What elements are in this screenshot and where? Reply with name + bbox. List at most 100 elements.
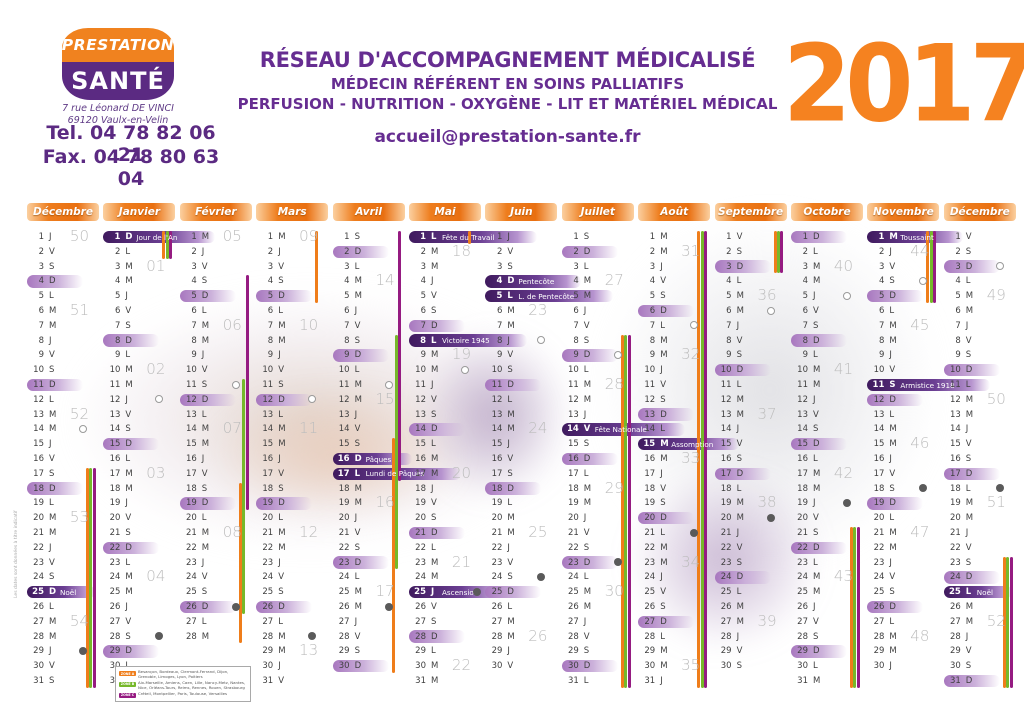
day-letter: D bbox=[354, 246, 362, 257]
week-number: 09 bbox=[299, 227, 319, 245]
day-cell: 21 V bbox=[562, 526, 634, 541]
day-letter: L bbox=[354, 572, 360, 583]
day-letter: V bbox=[278, 261, 285, 272]
day-cell: 17 M 03 bbox=[103, 463, 175, 482]
day-letter: V bbox=[736, 232, 743, 242]
day-number: 1 bbox=[878, 232, 885, 242]
week-number: 03 bbox=[146, 463, 166, 482]
day-cell: 12 D bbox=[256, 393, 328, 408]
day-letter: L bbox=[507, 291, 513, 302]
day-cell: 25 M bbox=[103, 585, 175, 600]
day-number: 22 bbox=[491, 542, 503, 553]
day-letter: L bbox=[201, 409, 207, 420]
day-letter: M bbox=[125, 468, 133, 479]
day-number: 21 bbox=[109, 528, 121, 538]
day-number: 29 bbox=[567, 646, 579, 657]
day-letter: J bbox=[125, 394, 128, 405]
day-cell: 15 M bbox=[256, 437, 328, 452]
day-cell: 11 S bbox=[180, 378, 252, 393]
month-header: Mars bbox=[256, 203, 329, 221]
day-number: 22 bbox=[109, 542, 121, 553]
day-number: 2 bbox=[802, 246, 808, 257]
day-number: 3 bbox=[955, 261, 961, 272]
day-letter: S bbox=[354, 439, 360, 450]
day-number: 21 bbox=[415, 528, 426, 538]
day-cell: 10 M 02 bbox=[103, 362, 175, 378]
day-letter: V bbox=[354, 528, 361, 538]
day-cell: 15 M bbox=[180, 437, 252, 452]
logo-text-prestation: PRESTATION bbox=[62, 28, 174, 62]
day-number: 30 bbox=[567, 661, 579, 672]
day-letter: D bbox=[965, 261, 973, 272]
day-number: 10 bbox=[567, 365, 579, 376]
day-cell: 29 L bbox=[409, 644, 481, 659]
day-cell: 3 M 40 bbox=[791, 258, 863, 275]
day-number: 3 bbox=[38, 261, 44, 272]
day-letter: M bbox=[965, 394, 974, 405]
day-number: 2 bbox=[955, 246, 961, 257]
day-number: 28 bbox=[644, 631, 656, 642]
day-letter: M bbox=[431, 246, 439, 257]
day-number: 1 bbox=[726, 232, 732, 242]
week-number: 27 bbox=[604, 271, 624, 290]
day-cell: 31 S bbox=[27, 674, 99, 689]
day-letter: J bbox=[660, 676, 663, 686]
day-number: 27 bbox=[262, 616, 274, 627]
day-number: 24 bbox=[33, 572, 44, 583]
day-letter: L bbox=[889, 306, 895, 316]
month-column-décembre: Décembre 1 J 50 2 V 3 S 4 D 5 L 6 M 51 7 M 8 J 9 V 10 S 11 D 12 L 1… bbox=[27, 203, 99, 703]
day-number: 16 bbox=[720, 454, 732, 464]
day-letter: M bbox=[736, 291, 744, 302]
day-cell: 19 L bbox=[27, 496, 99, 511]
day-letter: M bbox=[125, 572, 133, 583]
week-number: 37 bbox=[757, 404, 777, 423]
day-letter: D bbox=[507, 380, 514, 390]
day-number: 31 bbox=[949, 676, 961, 686]
day-letter: M bbox=[660, 350, 668, 361]
day-letter: M bbox=[201, 335, 210, 346]
day-number: 2 bbox=[649, 246, 656, 257]
month-header: Août bbox=[638, 203, 711, 221]
day-cell: 25 S bbox=[180, 585, 252, 600]
day-letter: L bbox=[813, 350, 818, 361]
day-letter: D bbox=[507, 587, 514, 598]
day-letter: V bbox=[431, 394, 437, 405]
week-number: 33 bbox=[681, 449, 701, 467]
day-number: 7 bbox=[344, 320, 350, 331]
day-letter: S bbox=[431, 409, 437, 420]
day-cell: Noël 25 L bbox=[943, 585, 1016, 600]
day-number: 30 bbox=[949, 661, 961, 672]
day-cell: 20 S bbox=[409, 511, 481, 526]
week-number: 32 bbox=[681, 345, 701, 364]
day-cell: 27 J bbox=[562, 615, 634, 630]
day-number: 9 bbox=[38, 350, 44, 361]
week-number: 24 bbox=[528, 419, 548, 438]
day-cell: 12 D bbox=[867, 393, 939, 408]
new-moon-icon bbox=[384, 602, 393, 611]
day-number: 1 bbox=[802, 232, 808, 242]
day-cell: 5 M 36 bbox=[715, 288, 787, 304]
day-cell: 24 L bbox=[562, 570, 634, 585]
week-number: 44 bbox=[910, 241, 930, 260]
day-cell: 28 M 48 bbox=[867, 628, 939, 645]
day-letter: M bbox=[583, 602, 592, 612]
day-letter: S bbox=[431, 513, 437, 524]
day-letter: V bbox=[201, 365, 208, 376]
day-letter: L bbox=[965, 380, 971, 390]
day-cell: 18 S bbox=[867, 482, 939, 497]
day-letter: S bbox=[49, 261, 55, 272]
day-letter: J bbox=[49, 542, 52, 553]
day-number: 25 bbox=[32, 587, 44, 598]
holiday-label: Toussaint bbox=[900, 232, 934, 242]
day-number: 3 bbox=[802, 261, 808, 272]
day-letter: D bbox=[507, 483, 514, 494]
day-cell: 17 M 42 bbox=[791, 465, 863, 482]
day-number: 15 bbox=[873, 439, 885, 450]
day-number: 17 bbox=[415, 468, 426, 479]
